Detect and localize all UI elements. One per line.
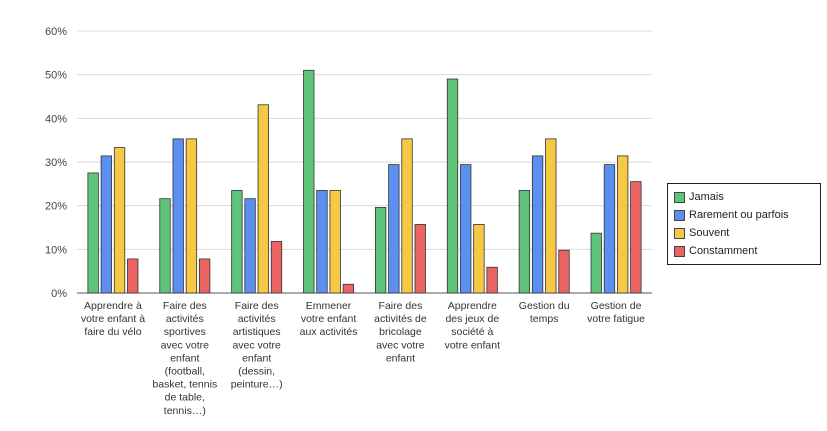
y-tick-label: 30%	[45, 157, 67, 169]
x-tick-label: Gestion de votre fatigue	[587, 300, 645, 325]
y-tick-label: 40%	[45, 113, 67, 125]
bar	[374, 207, 387, 294]
bar	[630, 181, 642, 294]
legend-swatch	[674, 191, 685, 203]
bar	[87, 172, 99, 294]
x-tick-label-line: (dessin,	[238, 366, 275, 378]
x-tick-label-line: activités de	[374, 313, 427, 325]
x-tick-label-line: votre enfant	[301, 313, 357, 325]
bar	[316, 189, 328, 294]
bar	[257, 104, 269, 294]
x-tick-label-line: votre enfant	[445, 339, 501, 351]
bar	[342, 283, 355, 294]
bar	[558, 249, 570, 294]
legend-label: Souvent	[689, 227, 730, 239]
bar	[473, 224, 485, 294]
bar	[388, 164, 400, 294]
x-tick-label-line: Faire des	[379, 300, 423, 312]
x-tick-label: Gestion du temps	[519, 300, 570, 325]
bar	[446, 78, 459, 294]
bar	[244, 198, 256, 294]
bar	[127, 258, 139, 294]
x-tick-label-line: artistiques	[233, 326, 281, 338]
x-tick-label-line: enfant	[170, 352, 199, 364]
x-tick-label-line: peinture…)	[231, 379, 283, 391]
x-tick-label-line: Faire des	[235, 300, 279, 312]
y-tick-label: 10%	[45, 244, 67, 256]
x-tick-label-line: votre fatigue	[587, 313, 645, 325]
legend-item: Jamais	[674, 188, 814, 206]
x-tick-label-line: Apprendre	[448, 300, 497, 312]
x-tick-label-line: Gestion de	[591, 300, 642, 312]
bar	[617, 155, 629, 294]
x-tick-label-line: Faire des	[163, 300, 207, 312]
x-tick-label-line: société à	[451, 326, 493, 338]
x-tick-label-line: des jeux de	[445, 313, 499, 325]
bar	[185, 138, 198, 294]
x-tick-label-line: avec votre	[161, 339, 210, 351]
x-tick-label-line: Emmener	[306, 300, 352, 312]
legend-item: Souvent	[674, 224, 814, 242]
y-tick-label: 50%	[45, 70, 67, 82]
x-tick-label-line: aux activités	[300, 326, 358, 338]
bar	[518, 189, 531, 294]
x-tick-label-line: activités	[166, 313, 204, 325]
bar	[231, 189, 243, 294]
x-tick-label-line: sportives	[164, 326, 206, 338]
bar	[113, 147, 126, 294]
legend-label: Constamment	[689, 245, 758, 257]
bar	[460, 164, 472, 294]
bar	[303, 69, 315, 294]
x-tick-label: Emmener votre enfant aux activités	[300, 300, 358, 338]
bar	[590, 232, 602, 294]
x-tick-label-line: Apprendre à	[84, 300, 142, 312]
x-tick-label-line: tennis…)	[164, 405, 206, 417]
x-tick-label: Faire des activités de bricolage avec votre…	[374, 300, 427, 364]
x-tick-label-line: avec votre	[232, 339, 281, 351]
bar	[414, 224, 426, 294]
legend-item: Constamment	[674, 242, 814, 260]
bar	[545, 138, 557, 294]
x-tick-label-line: bricolage	[379, 326, 422, 338]
bar	[198, 258, 211, 294]
x-tick-label-line: de table,	[165, 392, 205, 404]
x-tick-label-line: avec votre	[376, 339, 425, 351]
bar	[172, 138, 184, 294]
bar	[329, 189, 341, 294]
x-tick-label-line: enfant	[242, 352, 271, 364]
x-tick-label-line: activités	[238, 313, 276, 325]
x-tick-label-line: basket, tennis	[152, 379, 217, 391]
bar	[100, 155, 112, 294]
bar	[270, 241, 283, 294]
x-tick-label-line: faire du vélo	[84, 326, 141, 338]
y-tick-label: 0%	[51, 288, 67, 300]
legend-label: Jamais	[689, 191, 724, 203]
bar	[603, 164, 616, 294]
legend-swatch	[674, 209, 685, 221]
legend-swatch	[674, 245, 685, 257]
bar	[531, 155, 544, 294]
y-tick-label: 20%	[45, 201, 67, 213]
x-tick-label: Faire des activités artistiques avec votre e…	[231, 300, 283, 391]
x-tick-label-line: Gestion du	[519, 300, 570, 312]
x-tick-label: Apprendre à votre enfant à faire du vélo	[81, 300, 145, 338]
x-tick-label: Faire des activités sportives avec votre enf…	[152, 300, 217, 417]
bar	[401, 138, 413, 294]
legend-swatch	[674, 227, 685, 239]
x-tick-label-line: votre enfant à	[81, 313, 145, 325]
chart-legend: Jamais Rarement ou parfois Souvent Constamm…	[667, 183, 821, 265]
legend-item: Rarement ou parfois	[674, 206, 814, 224]
bar	[486, 266, 498, 294]
legend-label: Rarement ou parfois	[689, 209, 789, 221]
x-tick-label-line: temps	[530, 313, 559, 325]
x-tick-label-line: enfant	[386, 352, 415, 364]
x-tick-label: Apprendre des jeux de société à votre enfan…	[445, 300, 501, 351]
bar	[159, 198, 171, 294]
x-tick-label-line: (football,	[165, 366, 205, 378]
y-tick-label: 60%	[45, 26, 67, 38]
